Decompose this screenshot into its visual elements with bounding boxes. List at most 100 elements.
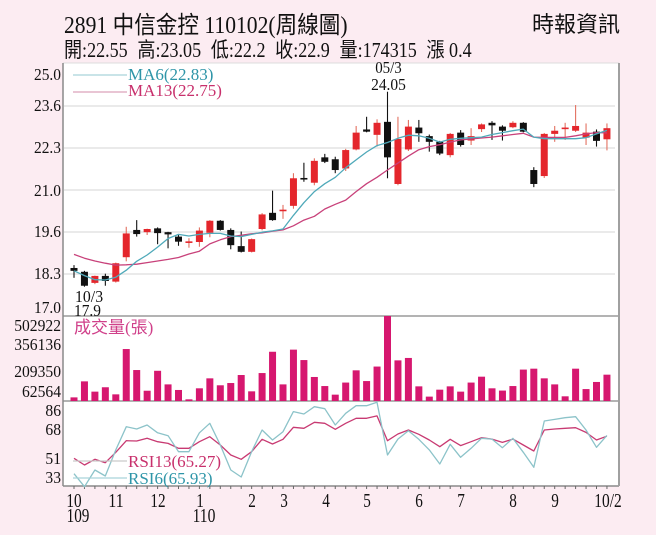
price-tick-label: 25.0	[34, 65, 61, 84]
candle-body	[269, 212, 277, 221]
rsi-tick-label: 86	[45, 401, 61, 420]
candle-body	[195, 230, 203, 242]
volume-bar	[300, 360, 308, 401]
rsi-tick-label: 51	[45, 449, 61, 468]
ma13-line	[73, 131, 607, 266]
candle-body	[415, 127, 423, 134]
volume-bar	[269, 351, 277, 401]
volume-tick-label: 62564	[22, 382, 61, 401]
x-tick-label: 11	[108, 490, 123, 512]
candle-body	[331, 159, 339, 171]
volume-bar	[143, 390, 151, 401]
volume-bar	[582, 389, 590, 401]
volume-bar	[488, 388, 496, 401]
candle-up	[446, 132, 454, 158]
volume-bar	[248, 391, 256, 401]
volume-bar	[258, 373, 266, 401]
volume-bar	[394, 360, 402, 401]
volume-bar	[185, 399, 193, 401]
candle-body	[279, 209, 287, 212]
volume-bar	[540, 378, 548, 401]
candle-up	[206, 220, 214, 238]
chart-title: 2891 中信金控 110102(周線圖)	[64, 13, 348, 39]
x-tick-label: 10/2	[594, 490, 621, 512]
x-tick-label: 8	[509, 490, 517, 512]
x-tick-label: 10	[66, 490, 81, 512]
candle-up	[195, 227, 203, 247]
volume-bar	[509, 386, 517, 401]
candle-up	[248, 238, 256, 253]
low-stat: 低:22.2	[210, 38, 266, 62]
volume-bar	[478, 376, 486, 401]
candle-body	[101, 275, 109, 281]
volume-bar	[154, 370, 162, 401]
candle-body	[258, 214, 266, 229]
candle-body	[488, 122, 496, 126]
candle-down	[436, 140, 444, 156]
data-source-label: 時報資訊	[531, 12, 620, 37]
candle-body	[519, 122, 527, 132]
x-tick-label: 4	[322, 490, 330, 512]
candle-body	[593, 131, 600, 141]
candle-body	[154, 228, 162, 234]
volume-bar	[122, 349, 130, 401]
x-tick-label: 9	[551, 490, 559, 512]
close-stat: 收:22.9	[275, 38, 330, 62]
candle-body	[352, 132, 360, 150]
x-tick-label: 2	[248, 490, 256, 512]
volume-bar	[373, 366, 381, 401]
candle-up	[258, 213, 266, 231]
candle-down	[80, 270, 88, 287]
volume-tick-label: 209350	[14, 362, 61, 381]
candle-body	[603, 128, 611, 140]
candle-body	[404, 126, 412, 150]
candle-down	[530, 167, 538, 188]
volume-bar	[363, 381, 371, 401]
rsi-tick-label: 68	[45, 420, 61, 439]
volume-bar	[352, 370, 360, 401]
candle-body	[342, 150, 350, 169]
candle-body	[582, 132, 590, 138]
candle-body	[446, 133, 454, 156]
volume-bar	[321, 386, 329, 401]
volume-bar	[133, 370, 141, 401]
price-tick-label: 21.0	[34, 181, 61, 200]
volume-bar	[342, 382, 350, 401]
volume-tick-label: 502922	[14, 316, 61, 335]
candle-body	[206, 220, 214, 233]
volume-tick-label: 356136	[14, 335, 61, 354]
x-tick-label: 12	[150, 490, 165, 512]
volume-bar	[530, 368, 538, 401]
volume-bar	[467, 382, 475, 401]
change-stat: 漲 0.4	[426, 38, 472, 62]
volume-title: 成交量(張)	[74, 318, 153, 337]
volume-bar	[91, 391, 99, 401]
candle-down	[227, 228, 235, 250]
candle-body	[237, 246, 245, 252]
x-tick-label: 7	[457, 490, 465, 512]
low-price-annotation: 17.9	[74, 301, 101, 320]
candle-body	[540, 133, 548, 177]
volume-bar	[498, 390, 506, 401]
candle-body	[363, 129, 371, 132]
candle-down	[164, 231, 172, 249]
candle-body	[561, 127, 569, 130]
candle-up	[572, 105, 580, 132]
volume-bar	[289, 349, 297, 401]
candle-body	[394, 138, 402, 184]
candle-up	[373, 119, 381, 147]
candle-body	[227, 229, 235, 246]
chart-frame	[62, 62, 620, 489]
rsi6-line	[73, 401, 608, 488]
candle-up	[143, 228, 151, 236]
candle-body	[143, 228, 151, 233]
candle-down	[154, 227, 162, 245]
ma13-legend-label: MA13(22.75)	[128, 81, 222, 100]
candle-body	[216, 220, 224, 230]
candle-up	[352, 125, 360, 151]
ohlc-summary: 開:22.55 高:23.05 低:22.2 收:22.9 量:174315 漲…	[64, 40, 477, 61]
rsi13-line	[73, 415, 608, 466]
volume-bar	[70, 397, 78, 401]
